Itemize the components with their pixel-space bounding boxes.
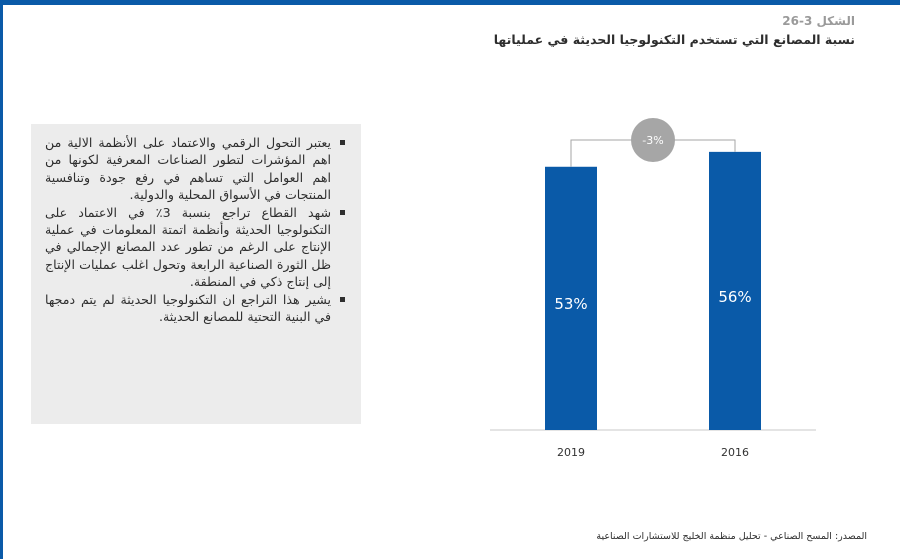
- bar-chart: 53% 2019 56% 2016 -3%: [490, 118, 816, 459]
- top-accent-bar: [0, 0, 900, 5]
- change-annotation-label: -3%: [642, 134, 663, 147]
- figure-number: الشكل 3-26: [782, 14, 855, 28]
- bullet-list: يعتبر التحول الرقمي والاعتماد على الأنظم…: [31, 124, 361, 325]
- bar-data-label: 53%: [554, 295, 587, 313]
- bullet-item: يعتبر التحول الرقمي والاعتماد على الأنظم…: [45, 134, 347, 204]
- figure-title: نسبة المصانع التي تستخدم التكنولوجيا الح…: [493, 32, 855, 47]
- bar: [709, 151, 761, 430]
- bullet-item: يشير هذا التراجع ان التكنولوجيا الحديثة …: [45, 291, 347, 326]
- x-tick-label: 2016: [721, 446, 749, 459]
- x-tick-label: 2019: [557, 446, 585, 459]
- source-note: المصدر: المسح الصناعي - تحليل منظمة الخل…: [596, 531, 867, 542]
- bullet-item: شهد القطاع تراجع بنسبة 3٪ في الاعتماد عل…: [45, 204, 347, 291]
- bar-data-label: 56%: [718, 288, 751, 306]
- change-annotation-circle: [631, 118, 675, 162]
- bar: [545, 166, 597, 430]
- summary-textbox: يعتبر التحول الرقمي والاعتماد على الأنظم…: [31, 124, 361, 424]
- left-accent-bar: [0, 0, 3, 559]
